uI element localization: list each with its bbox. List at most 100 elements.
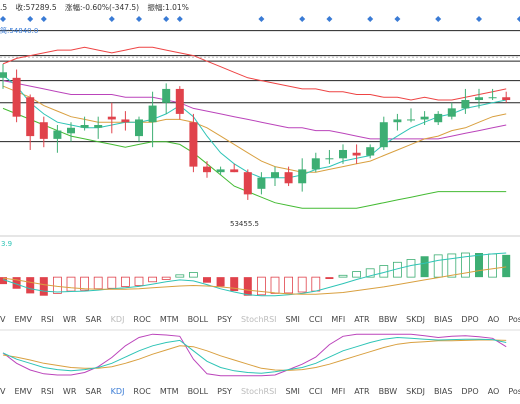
macd-histogram-bar <box>502 254 511 278</box>
upper-band-label: 简:54840.0 <box>0 27 39 35</box>
tab-bottom-sar[interactable]: SAR <box>85 387 102 396</box>
tab-top-sar[interactable]: SAR <box>85 315 102 324</box>
candle-body <box>488 97 497 99</box>
candle-body <box>475 97 483 101</box>
ma-orange-line <box>2 85 507 173</box>
candle-body <box>148 105 157 123</box>
signal-diamond <box>258 16 265 22</box>
tab-bottom-bias[interactable]: BIAS <box>434 387 453 396</box>
upper-band-line <box>2 46 507 101</box>
candle-body <box>379 122 388 148</box>
tab-bottom-dpo[interactable]: DPO <box>461 387 479 396</box>
candle-body <box>366 147 375 156</box>
candle-body <box>0 72 7 78</box>
tab-top-wr[interactable]: WR <box>62 315 77 324</box>
signal-diamond <box>108 16 115 22</box>
candle-body <box>26 97 35 137</box>
signal-diamond <box>435 16 442 22</box>
candle-body <box>12 77 21 117</box>
macd-histogram-bar <box>53 276 62 294</box>
tab-top-boll[interactable]: BOLL <box>187 315 209 324</box>
tab-top-bias[interactable]: BIAS <box>434 315 453 324</box>
tab-top-psy[interactable]: PSY <box>217 315 232 324</box>
macd-histogram-bar <box>203 277 211 283</box>
tab-top-emv[interactable]: EMV <box>14 315 32 324</box>
signal-diamond <box>27 16 34 22</box>
tab-top-skdj[interactable]: SKDJ <box>406 315 426 324</box>
macd-histogram-bar <box>256 276 266 296</box>
signal-diamond <box>176 16 183 22</box>
macd-histogram-bar <box>93 276 103 290</box>
candle-body <box>135 119 143 137</box>
macd-histogram-bar <box>121 276 130 287</box>
tab-bottom-kdj[interactable]: KDJ <box>110 387 125 396</box>
kdj-k-line <box>2 336 507 374</box>
candle-body <box>257 177 266 189</box>
macd-histogram-bar <box>243 277 252 296</box>
tab-bottom-cci[interactable]: CCI <box>308 387 323 396</box>
macd-histogram-bar <box>447 253 457 278</box>
macd-histogram-bar <box>230 277 239 292</box>
macd-histogram-bar <box>406 259 416 278</box>
tab-bottom-v[interactable]: V <box>0 387 6 396</box>
tab-top-smi[interactable]: SMI <box>285 315 300 324</box>
tab-bottom-stochrsi[interactable]: StochRSI <box>240 387 277 396</box>
candle-body <box>447 108 456 117</box>
price-header: .5 收:57289.5 涨幅:-0.60%(-347.5) 振幅:1.01% <box>0 2 195 13</box>
header-left-fragment: .5 <box>0 3 8 12</box>
tab-bottom-ao[interactable]: AO <box>487 387 500 396</box>
macd-value-label: 3.9 <box>1 240 13 248</box>
candle-body <box>434 113 443 123</box>
tab-top-stochrsi[interactable]: StochRSI <box>240 315 277 324</box>
tab-bottom-mfi[interactable]: MFI <box>331 387 346 396</box>
tab-bottom-roc[interactable]: ROC <box>133 387 151 396</box>
signal-diamond <box>299 16 306 22</box>
macd-histogram-bar <box>475 253 483 278</box>
tab-top-v[interactable]: V <box>0 315 6 324</box>
candle-body <box>502 97 511 101</box>
candle-body <box>216 169 225 173</box>
tab-top-cci[interactable]: CCI <box>308 315 323 324</box>
tab-top-kdj[interactable]: KDJ <box>110 315 125 324</box>
tab-bottom-atr[interactable]: ATR <box>354 387 370 396</box>
candle-body <box>393 119 402 123</box>
tab-bottom-emv[interactable]: EMV <box>14 387 32 396</box>
tab-bottom-wr[interactable]: WR <box>62 387 77 396</box>
macd-histogram-bar <box>216 277 225 287</box>
tab-top-ao[interactable]: AO <box>487 315 500 324</box>
amplitude-value: 1.01% <box>165 3 189 12</box>
candle-body <box>162 88 171 103</box>
tab-bottom-bbw[interactable]: BBW <box>378 387 398 396</box>
tab-top-dpo[interactable]: DPO <box>461 315 479 324</box>
tab-top-position[interactable]: Position <box>508 315 520 324</box>
low-price-marker-label: 53455.5 <box>230 220 259 228</box>
macd-histogram-bar <box>134 276 144 286</box>
tab-top-roc[interactable]: ROC <box>133 315 151 324</box>
tab-top-mfi[interactable]: MFI <box>331 315 346 324</box>
macd-histogram-bar <box>270 276 280 294</box>
tab-bottom-position[interactable]: Position <box>508 387 520 396</box>
middle-ma-line <box>2 80 507 140</box>
macd-histogram-bar <box>12 277 21 289</box>
tab-bottom-skdj[interactable]: SKDJ <box>406 387 426 396</box>
macd-histogram-bar <box>311 276 321 292</box>
tab-bottom-smi[interactable]: SMI <box>285 387 300 396</box>
tab-top-atr[interactable]: ATR <box>354 315 370 324</box>
tab-bottom-psy[interactable]: PSY <box>217 387 232 396</box>
tab-top-rsi[interactable]: RSI <box>40 315 54 324</box>
tab-bottom-boll[interactable]: BOLL <box>187 387 209 396</box>
lower-band-line <box>2 107 507 209</box>
tab-top-mtm[interactable]: MTM <box>159 315 179 324</box>
tab-top-bbw[interactable]: BBW <box>378 315 398 324</box>
macd-histogram-bar <box>107 276 117 289</box>
tab-bottom-mtm[interactable]: MTM <box>159 387 179 396</box>
tab-bottom-rsi[interactable]: RSI <box>40 387 54 396</box>
macd-pane <box>0 252 511 297</box>
candle-body <box>175 88 184 114</box>
macd-dea-line <box>2 266 507 295</box>
kdj-d-line <box>2 339 507 371</box>
signal-diamond <box>136 16 142 22</box>
macd-histogram-bar <box>26 277 35 294</box>
